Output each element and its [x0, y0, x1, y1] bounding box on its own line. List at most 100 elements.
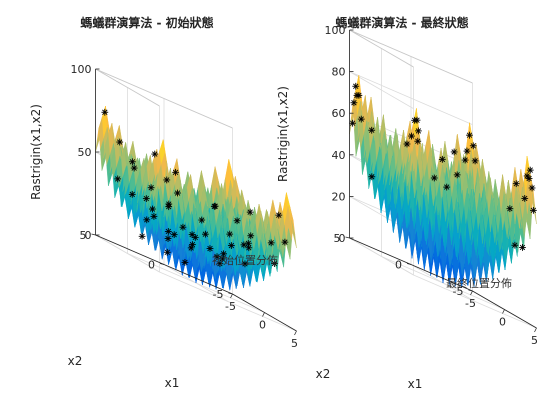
ant-marker	[281, 238, 289, 246]
z-tick-label: 50	[78, 146, 92, 159]
ant-marker	[201, 230, 209, 238]
ant-marker	[210, 202, 218, 210]
ant-marker	[189, 241, 196, 248]
y-tick-label: 0	[395, 259, 402, 272]
y-tick-mark	[468, 289, 473, 292]
ant-marker	[267, 239, 275, 247]
ant-marker	[226, 230, 234, 238]
floor-grid-line	[95, 234, 160, 273]
z-tick-label: 0	[85, 229, 92, 242]
z-tick-label: 20	[332, 190, 346, 203]
ant-marker	[174, 189, 181, 197]
ant-marker	[512, 180, 520, 188]
ant-marker	[350, 99, 358, 107]
ant-marker	[408, 132, 415, 140]
ant-marker	[218, 255, 226, 263]
x-axis-label: x1	[165, 376, 180, 390]
y-tick-mark	[345, 236, 350, 239]
surface-patch	[531, 190, 537, 225]
z-tick-label: 80	[332, 66, 346, 79]
ant-marker	[443, 183, 451, 191]
ant-marker	[463, 147, 471, 155]
x-tick-mark	[502, 309, 505, 314]
y-tick-mark	[228, 292, 233, 295]
ant-marker	[270, 260, 278, 268]
ant-marker	[206, 245, 214, 252]
ant-marker	[170, 231, 178, 239]
z-tick-label: 100	[325, 24, 346, 37]
rastrigin-surface	[349, 75, 537, 288]
rastrigin-surface	[95, 106, 297, 291]
ant-marker	[471, 157, 479, 165]
ant-marker	[198, 216, 206, 224]
x-tick-label: -5	[465, 297, 476, 310]
ant-marker	[165, 200, 173, 208]
x-tick-mark	[294, 330, 297, 336]
ant-marker	[163, 248, 171, 256]
ant-marker	[438, 155, 446, 163]
ant-marker	[179, 223, 187, 231]
floor-grid-line	[349, 237, 414, 276]
ant-marker	[450, 148, 458, 156]
ant-marker	[227, 242, 235, 249]
y-tick-mark	[159, 263, 165, 265]
ant-marker	[466, 131, 473, 139]
y-tick-mark	[91, 233, 96, 236]
ant-marker	[430, 174, 438, 182]
ant-marker	[101, 108, 109, 116]
y-tick-label: -5	[453, 285, 464, 298]
ant-marker	[147, 184, 155, 192]
ant-marker	[116, 138, 124, 146]
ant-marker	[521, 195, 529, 202]
ant-marker	[526, 166, 534, 174]
ant-marker	[188, 231, 196, 239]
ant-marker	[213, 253, 221, 261]
ant-positions	[101, 108, 289, 268]
x-tick-label: 0	[259, 319, 266, 332]
ant-marker	[128, 190, 136, 198]
ant-marker	[528, 184, 536, 192]
z-tick-label: 100	[71, 63, 92, 76]
ant-marker	[469, 142, 477, 150]
x-tick-label: 0	[499, 316, 506, 329]
ant-positions	[349, 82, 537, 251]
z-tick-label: 40	[332, 149, 346, 162]
ant-marker	[216, 260, 224, 268]
ant-marker	[357, 115, 365, 123]
z-tick-label: 0	[339, 232, 346, 245]
x-tick-label: -5	[225, 300, 236, 313]
ant-marker	[275, 211, 283, 219]
surface-patch	[291, 220, 297, 249]
ant-marker	[519, 244, 526, 251]
ant-marker	[172, 168, 179, 176]
ant-marker	[241, 260, 249, 268]
y-tick-label: 5	[334, 232, 341, 245]
ant-marker	[164, 228, 172, 235]
y-tick-label: -5	[213, 288, 224, 301]
y-tick-label: 5	[80, 229, 87, 242]
ant-marker	[164, 235, 172, 242]
ant-marker	[240, 241, 248, 249]
ant-marker	[355, 91, 363, 99]
ant-marker	[143, 216, 151, 224]
ant-marker	[181, 258, 189, 266]
ant-marker	[150, 212, 158, 220]
x-tick-mark	[534, 327, 537, 333]
ant-marker	[149, 205, 156, 213]
ant-marker	[245, 244, 253, 252]
ant-marker	[151, 150, 159, 158]
ant-marker	[138, 232, 146, 240]
chart-title: 螞蟻群演算法 - 初始狀態	[80, 15, 213, 30]
ant-marker	[233, 217, 241, 225]
ant-marker	[506, 205, 514, 213]
ant-marker	[142, 195, 150, 202]
z-axis-label: Rastrigin(x1,x2)	[276, 86, 290, 182]
ant-marker	[368, 126, 376, 134]
ant-marker	[530, 206, 537, 214]
y-tick-mark	[406, 263, 412, 265]
ant-marker	[414, 127, 422, 135]
